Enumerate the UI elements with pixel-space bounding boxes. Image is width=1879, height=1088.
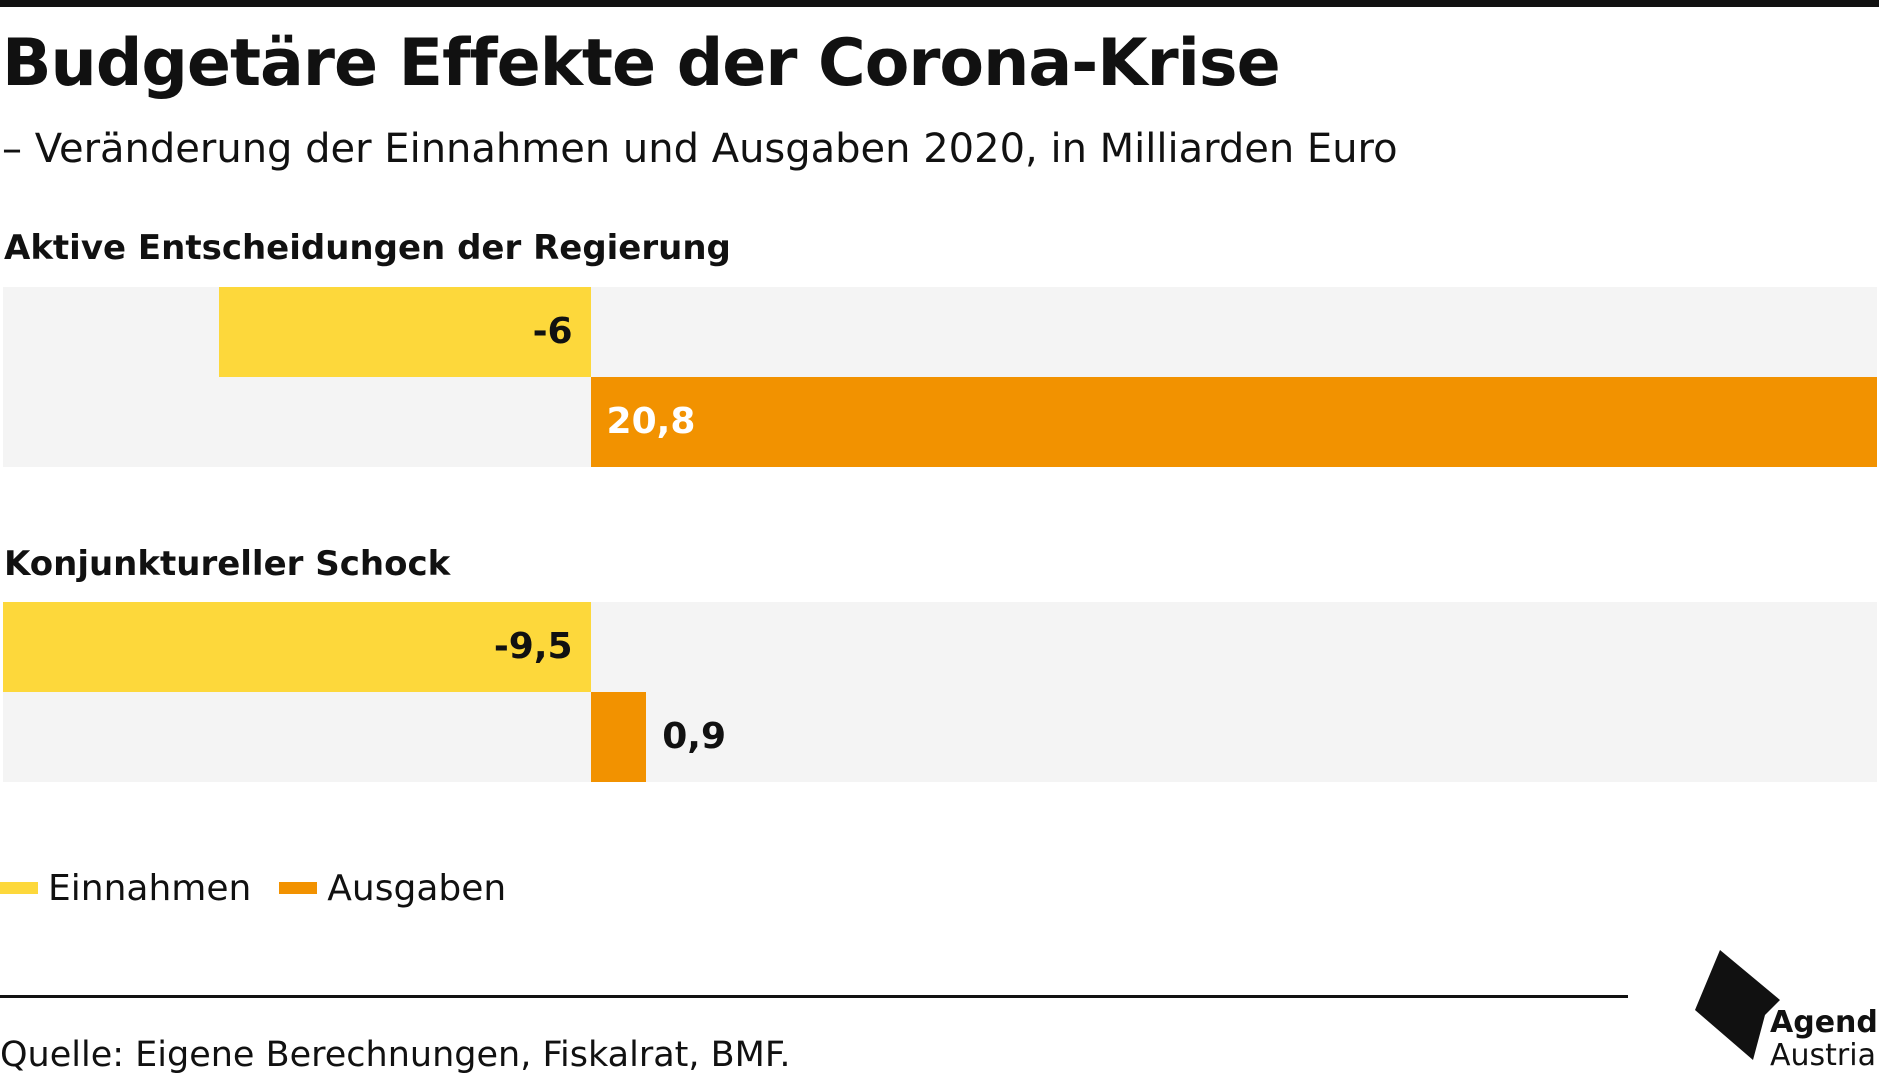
bar-label-ausgaben-aktive-entscheidungen: 20,8 xyxy=(606,401,696,442)
legend-swatch-ausgaben xyxy=(279,882,318,894)
bar-label-ausgaben-konjunktureller-schock: 0,9 xyxy=(662,716,726,757)
legend-label-ausgaben: Ausgaben xyxy=(327,867,507,909)
bar-ausgaben-konjunktureller-schock xyxy=(590,692,647,782)
bar-einnahmen-konjunktureller-schock xyxy=(3,602,591,692)
logo-text-austria: Austria xyxy=(1770,1038,1876,1073)
bar-label-einnahmen-aktive-entscheidungen: -6 xyxy=(532,311,573,352)
bar-einnahmen-aktive-entscheidungen xyxy=(219,287,591,377)
agenda-austria-logo-icon xyxy=(1695,950,1780,1060)
bar-ausgaben-aktive-entscheidungen xyxy=(590,377,1877,467)
group-title-konjunktureller-schock: Konjunktureller Schock xyxy=(4,544,451,584)
top-rule xyxy=(0,0,1879,7)
source-note: Quelle: Eigene Berechnungen, Fiskalrat, … xyxy=(0,1035,791,1075)
logo-text-agenda: Agenda xyxy=(1770,1005,1879,1040)
legend-swatch-einnahmen xyxy=(0,882,38,894)
legend-label-einnahmen: Einnahmen xyxy=(48,867,252,909)
group-title-aktive-entscheidungen: Aktive Entscheidungen der Regierung xyxy=(4,228,731,268)
bar-track xyxy=(3,692,1877,782)
chart-title: Budgetäre Effekte der Corona-Krise xyxy=(2,26,1281,101)
legend: Einnahmen Ausgaben xyxy=(0,868,534,909)
bottom-rule xyxy=(0,995,1628,998)
chart-subtitle: – Veränderung der Einnahmen und Ausgaben… xyxy=(2,126,1398,172)
legend-item-einnahmen: Einnahmen xyxy=(0,868,251,909)
legend-item-ausgaben: Ausgaben xyxy=(279,868,506,909)
bar-label-einnahmen-konjunktureller-schock: -9,5 xyxy=(493,626,573,667)
